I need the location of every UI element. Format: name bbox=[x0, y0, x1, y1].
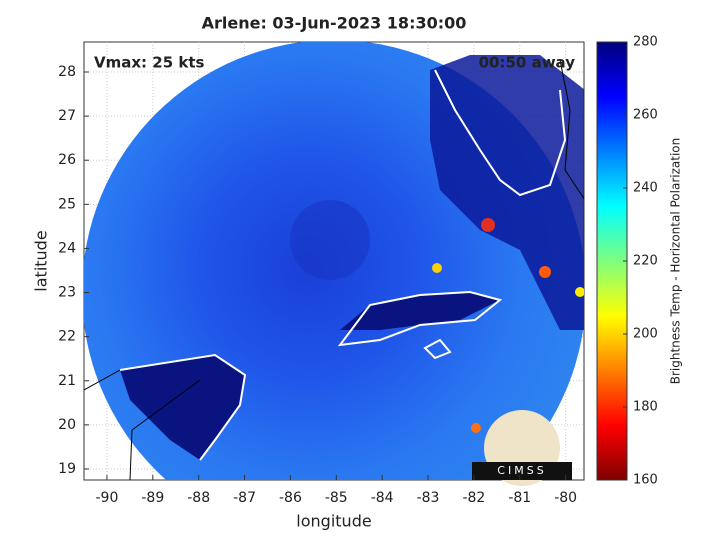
colorbar-tick-label: 220 bbox=[633, 254, 658, 269]
y-tick-label: 26 bbox=[58, 152, 76, 168]
y-tick-label: 25 bbox=[58, 196, 76, 212]
logo-text: CIMSS bbox=[497, 464, 546, 477]
chart-title: Arlene: 03-Jun-2023 18:30:00 bbox=[202, 14, 467, 33]
x-tick-label: -82 bbox=[462, 490, 485, 506]
x-tick-label: -85 bbox=[325, 490, 348, 506]
x-tick-label: -83 bbox=[417, 490, 440, 506]
y-tick-label: 19 bbox=[58, 461, 76, 477]
x-tick-label: -84 bbox=[371, 490, 394, 506]
y-tick-label: 24 bbox=[58, 240, 76, 256]
y-tick-label: 21 bbox=[58, 373, 76, 389]
y-tick-label: 20 bbox=[58, 417, 76, 433]
colorbar-tick-label: 180 bbox=[633, 400, 658, 415]
x-tick-label: -80 bbox=[554, 490, 577, 506]
colorbar-tick-label: 160 bbox=[633, 473, 658, 488]
x-tick-label: -86 bbox=[279, 490, 302, 506]
satellite-image bbox=[84, 42, 584, 480]
colorbar-tick-label: 260 bbox=[633, 108, 658, 123]
y-tick-label: 22 bbox=[58, 329, 76, 345]
x-tick-label: -88 bbox=[187, 490, 210, 506]
colorbar-tick-label: 280 bbox=[633, 35, 658, 50]
x-tick-label: -89 bbox=[141, 490, 164, 506]
annotation: Vmax: 25 kts bbox=[94, 54, 204, 72]
colorbar-tick-label: 200 bbox=[633, 327, 658, 342]
x-tick-label: -90 bbox=[95, 490, 118, 506]
y-tick-label: 28 bbox=[58, 64, 76, 80]
x-tick-label: -81 bbox=[508, 490, 531, 506]
x-axis-label: longitude bbox=[296, 512, 371, 531]
logo: CIMSS bbox=[472, 410, 572, 486]
colorbar-tick-label: 240 bbox=[633, 181, 658, 196]
colorbar-label: Brightness Temp - Horizontal Polarizatio… bbox=[669, 138, 683, 385]
annotation: 00:50 away bbox=[479, 54, 576, 72]
y-tick-label: 27 bbox=[58, 108, 76, 124]
colorbar bbox=[596, 41, 628, 481]
x-tick-label: -87 bbox=[233, 490, 256, 506]
y-axis-label: latitude bbox=[32, 230, 51, 291]
y-tick-label: 23 bbox=[58, 285, 76, 301]
